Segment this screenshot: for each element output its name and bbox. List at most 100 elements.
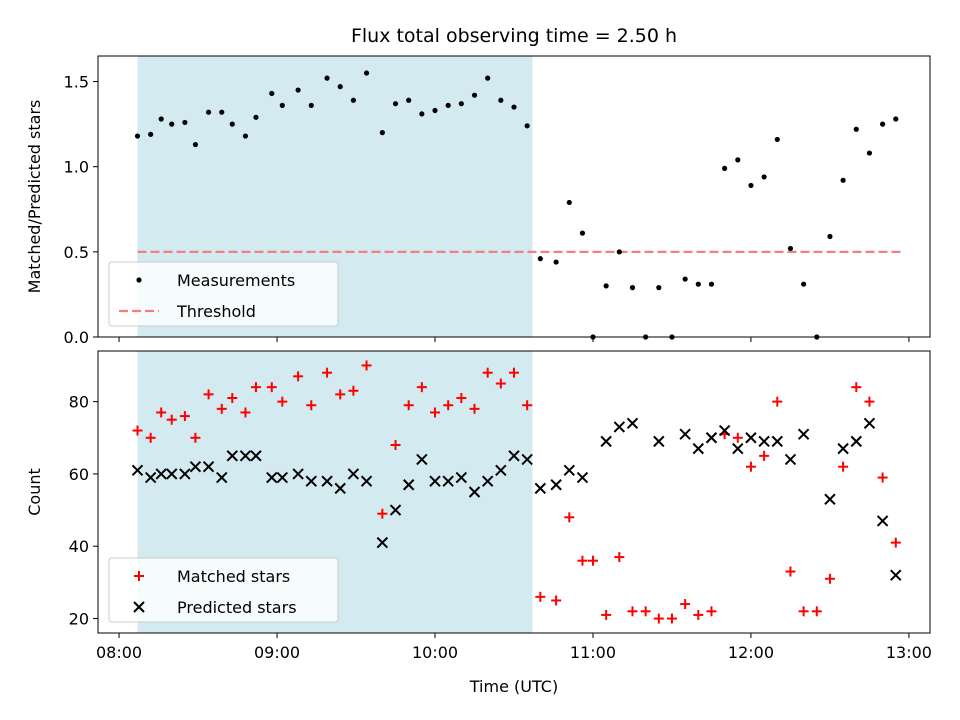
data-point-b [508,450,520,462]
data-point [535,591,546,602]
data-point-b [850,435,862,448]
data-point [335,389,346,400]
data-point [166,468,178,480]
legend: Matched stars Predicted stars [108,557,339,623]
data-point [771,435,783,448]
data-point [219,109,225,115]
data-point [377,508,388,519]
data-point [468,486,481,498]
data-point [203,389,214,400]
data-point-b [837,442,849,455]
data-point [406,97,412,103]
data-point [306,400,317,411]
data-point [576,471,589,484]
y-tick-label: 20 [69,610,89,629]
data-point [379,130,385,136]
data-point [430,407,441,418]
data-point [189,460,202,473]
data-point [498,97,504,103]
data-point [653,435,665,448]
data-point [216,403,227,414]
data-point [579,230,586,236]
data-point-b [239,450,252,462]
data-point-b [771,435,783,448]
data-point [706,606,717,617]
data-point-b [216,471,228,484]
legend-marker [133,601,145,613]
data-point-b [179,468,191,480]
data-point [169,121,175,127]
data-point [837,442,849,455]
data-point [563,464,575,477]
data-point [179,411,190,422]
data-point-b [442,475,454,487]
data-point [708,281,715,287]
data-point [524,123,530,129]
data-point [551,595,562,606]
data-point-b [576,471,589,484]
x-tick-label: 08:00 [96,643,142,662]
data-point [145,432,156,443]
data-point-b [521,453,533,466]
data-point [376,536,389,549]
data-point [509,367,519,378]
legend: Measurements Threshold [108,261,339,327]
data-point [693,609,704,620]
bottom-panel: 20 40 60 80 08:00 09:00 10:00 11:00 12:00 13:00 Co… [25,350,932,662]
data-point [827,233,833,240]
data-point [890,537,901,548]
data-point [759,450,770,461]
data-point [229,121,235,127]
data-point [877,472,888,483]
data-point-b [745,432,757,444]
data-point-b [276,471,289,484]
data-point-b [784,453,797,466]
data-point [321,475,333,487]
data-point [443,400,454,411]
data-point [718,424,731,437]
data-point [761,174,767,180]
data-point-b [534,482,547,495]
data-point [748,182,754,189]
data-point-b [626,417,639,430]
legend-label: Predicted stars [177,598,297,617]
legend-box [108,557,339,623]
y-tick-label: 40 [69,537,89,556]
data-point [695,281,701,287]
data-point [456,393,467,403]
data-point [537,256,543,262]
data-point [495,464,507,477]
y-tick-label: 0.5 [64,243,89,262]
data-point-b [705,432,718,444]
data-point [850,435,862,448]
data-point [534,482,547,495]
data-point [682,276,688,282]
y-tick-label: 1.5 [64,73,89,92]
data-point [131,464,144,477]
data-point [324,75,330,81]
series-measurements [134,70,899,340]
data-point [305,475,317,487]
data-point [640,606,651,617]
data-point [522,400,533,411]
data-point [202,460,215,473]
data-point [432,107,438,114]
data-point-b [429,475,441,487]
data-point-b [890,569,902,581]
data-point [732,432,743,443]
legend-label: Threshold [176,302,256,321]
data-point [811,606,822,617]
data-point [350,97,356,103]
data-point-b [824,493,836,505]
data-point [553,259,559,265]
data-point [337,84,343,90]
data-point-b [732,442,744,455]
data-point-b [250,450,262,462]
data-point [389,504,402,516]
data-point [469,403,480,414]
data-point [521,453,533,466]
data-point-b [226,450,238,462]
data-point-b [455,471,468,484]
data-point [292,468,304,480]
